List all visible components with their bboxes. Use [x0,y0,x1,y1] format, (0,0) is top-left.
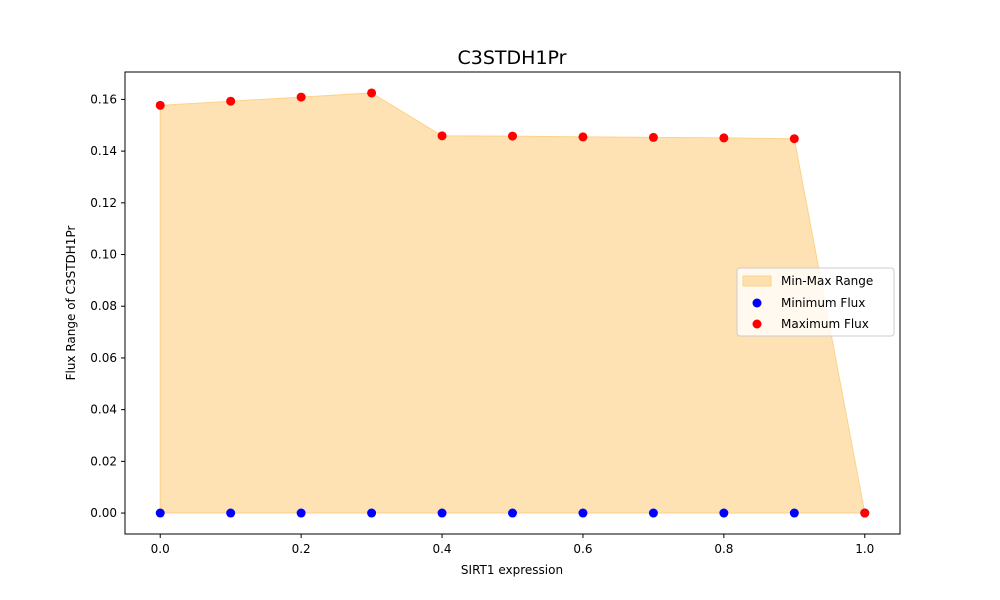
maximum-flux-point [296,92,306,102]
chart-title: C3STDH1Pr [458,47,567,69]
y-tick-label: 0.04 [90,403,117,417]
x-tick-label: 0.4 [432,542,451,556]
maximum-flux-point [508,131,517,141]
y-tick-label: 0.00 [90,506,117,520]
x-axis: 0.0 0.2 0.4 0.6 0.8 1.0 [151,534,874,556]
y-tick-label: 0.12 [90,196,117,210]
x-tick-label: 0.0 [151,542,170,556]
minimum-flux-point [226,508,236,518]
plot-area [155,88,870,518]
minimum-flux-point [719,508,729,518]
maximum-flux-point [860,508,870,518]
legend-label-maximum-flux: Maximum Flux [781,317,869,331]
maximum-flux-point [226,96,236,106]
minimum-flux-point [296,508,306,518]
legend-marker-maximum-flux [752,319,762,329]
maximum-flux-point [155,100,165,110]
legend-label-minimum-flux: Minimum Flux [781,296,865,310]
maximum-flux-point [719,133,729,143]
maximum-flux-point [367,88,377,98]
minimum-flux-point [578,508,588,518]
y-tick-label: 0.02 [90,454,117,468]
x-axis-label: SIRT1 expression [461,563,563,577]
y-axis-label: Flux Range of C3STDH1Pr [64,226,78,381]
legend-label-min-max-range: Min-Max Range [781,274,873,288]
minimum-flux-point [508,508,517,518]
x-tick-label: 0.8 [714,542,733,556]
x-tick-label: 1.0 [855,542,874,556]
minimum-flux-point [648,508,658,518]
minimum-flux-point [437,508,447,518]
minimum-flux-point [789,508,799,518]
min-max-range-area [159,92,866,514]
x-tick-label: 0.2 [292,542,311,556]
x-tick-label: 0.6 [573,542,592,556]
y-tick-label: 0.16 [90,92,117,106]
maximum-flux-point [648,132,658,142]
maximum-flux-point [789,134,799,144]
y-axis: 0.00 0.02 0.04 0.06 0.08 0.10 0.12 0.14 0.16 [90,92,125,520]
legend-swatch-min-max-range [742,275,772,287]
y-tick-label: 0.08 [90,299,117,313]
axes-frame [124,71,901,535]
legend: Min-Max Range Minimum Flux Maximum Flux [736,267,895,337]
maximum-flux-point [437,131,447,141]
legend-box [736,267,895,337]
y-tick-label: 0.10 [90,248,117,262]
y-tick-label: 0.06 [90,351,117,365]
minimum-flux-point [155,508,165,518]
maximum-flux-point [578,132,588,142]
y-tick-label: 0.14 [90,144,117,158]
minimum-flux-point [367,508,377,518]
legend-marker-minimum-flux [752,298,762,308]
